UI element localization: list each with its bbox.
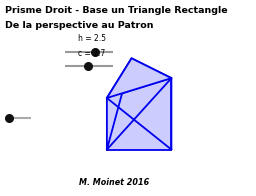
Text: De la perspective au Patron: De la perspective au Patron bbox=[5, 21, 154, 30]
Polygon shape bbox=[107, 78, 172, 150]
Polygon shape bbox=[132, 58, 172, 150]
Polygon shape bbox=[107, 58, 172, 98]
Text: h = 2.5: h = 2.5 bbox=[78, 34, 106, 43]
Text: c = 2.7: c = 2.7 bbox=[78, 49, 105, 58]
Polygon shape bbox=[107, 58, 132, 150]
Text: Prisme Droit - Base un Triangle Rectangle: Prisme Droit - Base un Triangle Rectangl… bbox=[5, 5, 228, 15]
Text: M. Moinet 2016: M. Moinet 2016 bbox=[79, 178, 149, 187]
